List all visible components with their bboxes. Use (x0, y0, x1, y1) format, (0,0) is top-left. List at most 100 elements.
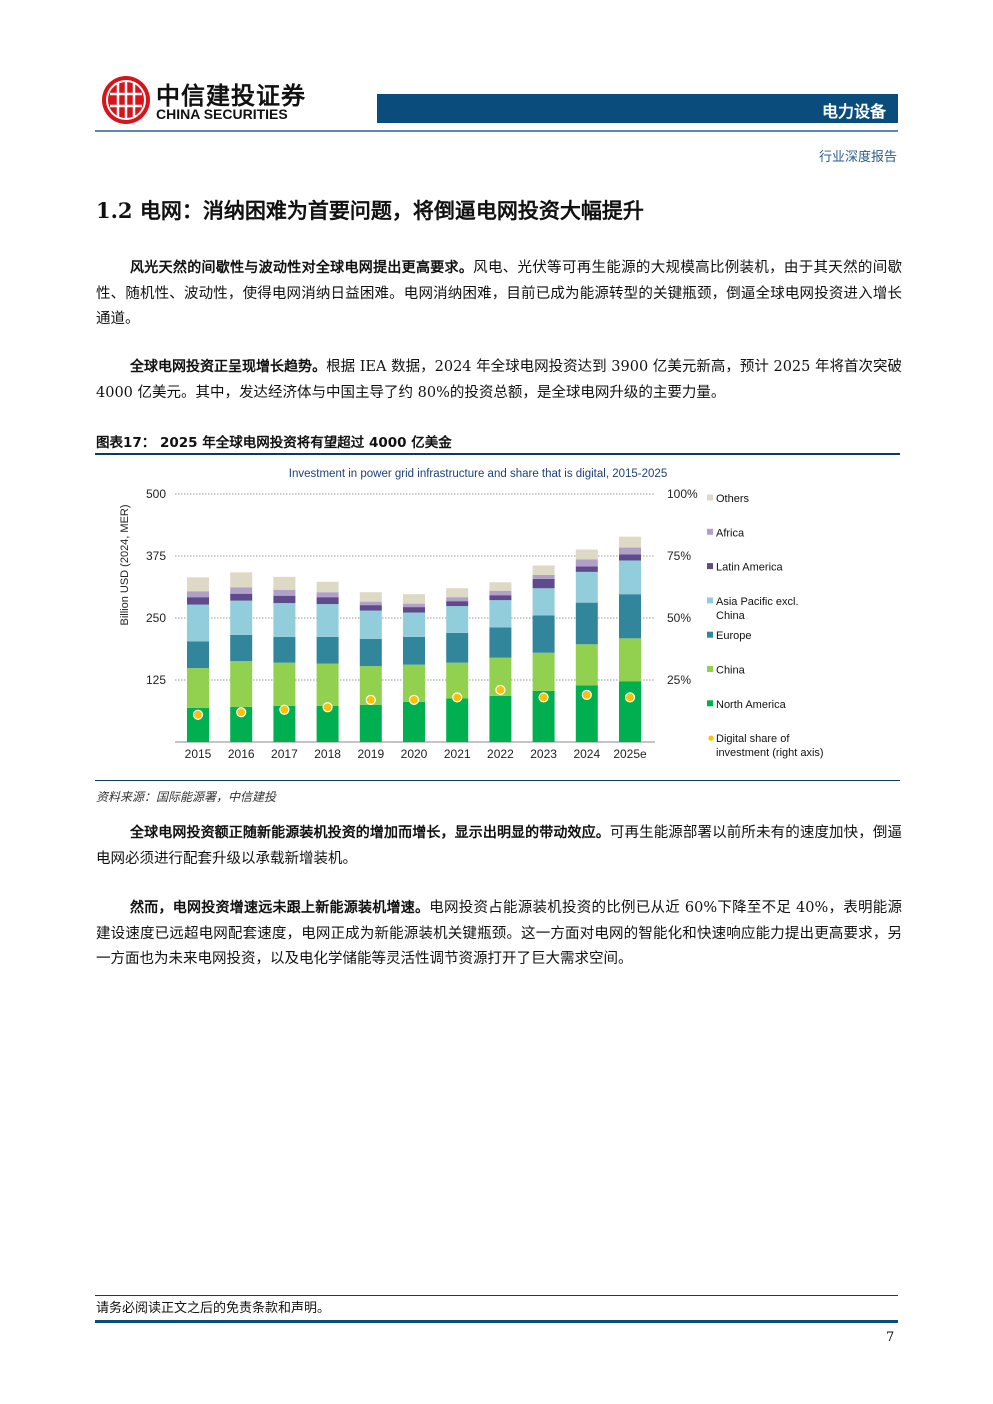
bar-segment-asia-pacific-excl-china (316, 604, 339, 637)
bar-segment-north-america (619, 681, 641, 742)
page-number: 7 (886, 1330, 895, 1345)
figure-label: 图表17： (96, 435, 156, 451)
paragraph-1: 风光天然的间歇性与波动性对全球电网提出更高要求。风电、光伏等可再生能源的大规模高… (96, 256, 902, 333)
bar-segment-north-america (489, 695, 512, 742)
figure-source: 资料来源：国际能源署，中信建投 (96, 790, 277, 804)
paragraph-body: 风电、光伏等可再生能源的大规模高比例装机，由于其天然的间歇性、随机性、波动性，使… (96, 260, 903, 327)
legend-swatch (707, 597, 713, 604)
bar-segment-others (403, 594, 425, 604)
bar-segment-china (230, 661, 253, 707)
bar-segment-china (359, 666, 382, 705)
bar-segment-latin-america (446, 601, 469, 607)
y2-tick-label: 75% (667, 549, 691, 563)
paragraph-4: 然而，电网投资增速远未跟上新能源装机增速。电网投资占能源装机投资的比例已从近 6… (96, 896, 902, 973)
bar-segment-others (619, 536, 641, 548)
bar-segment-europe (489, 627, 512, 658)
bar-segment-europe (532, 615, 555, 653)
digital-share-point (279, 704, 290, 715)
paragraph-lead: 全球电网投资额正随新能源装机投资的增加而增长，显示出明显的带动效应。 (130, 825, 610, 841)
bar-segment-others (359, 592, 382, 602)
bar-segment-others (575, 549, 598, 560)
legend-marker (708, 735, 714, 741)
paragraph-3: 全球电网投资额正随新能源装机投资的增加而增长，显示出明显的带动效应。可再生能源部… (96, 821, 902, 872)
bar-segment-latin-america (359, 605, 382, 611)
y2-tick-label: 50% (667, 611, 691, 625)
bar-segment-north-america (403, 701, 425, 742)
legend-label: Europe (716, 630, 751, 642)
bar-segment-north-america (446, 698, 469, 742)
bar-segment-latin-america (273, 595, 296, 604)
legend-label: Digital share of investment (right axis) (716, 733, 824, 759)
digital-share-point (538, 692, 549, 703)
bar-segment-europe (446, 632, 469, 663)
chart-title: Investment in power grid infrastructure … (289, 468, 667, 480)
grid-investment-chart: Investment in power grid infrastructure … (119, 468, 824, 761)
y-tick-label: 250 (146, 611, 166, 625)
bar-segment-others (532, 565, 555, 575)
bar-segment-north-america (359, 704, 382, 742)
legend-label: China (716, 665, 746, 677)
bar-segment-asia-pacific-excl-china (575, 571, 598, 603)
x-tick-label: 2024 (573, 747, 600, 761)
bar-segment-china (619, 638, 641, 682)
figure-bottom-rule (95, 780, 900, 781)
footer-disclaimer: 请务必阅读正文之后的免责条款和声明。 (96, 1301, 331, 1316)
bar-segment-north-america (316, 705, 339, 742)
digital-share-point (408, 694, 420, 705)
bar-segment-latin-america (230, 593, 253, 601)
sector-banner: 电力设备 (377, 94, 898, 123)
bar-segment-africa (446, 597, 469, 602)
y2-tick-label: 25% (667, 673, 691, 687)
bar-segment-others (489, 582, 512, 591)
bar-segment-asia-pacific-excl-china (446, 606, 469, 633)
bar-segment-asia-pacific-excl-china (230, 600, 253, 635)
x-tick-label: 2021 (444, 747, 471, 761)
paragraph-lead: 风光天然的间歇性与波动性对全球电网提出更高要求。 (130, 260, 474, 276)
legend-label: Asia Pacific excl. China (716, 596, 799, 622)
bar-segment-africa (230, 587, 253, 594)
bar-segment-africa (316, 592, 339, 598)
company-logo-icon (102, 76, 150, 124)
bar-segment-europe (273, 636, 296, 663)
bar-segment-asia-pacific-excl-china (359, 610, 382, 639)
y-tick-label: 375 (146, 549, 166, 563)
legend-swatch (707, 563, 713, 570)
bar-segment-latin-america (403, 607, 425, 613)
legend-label: Africa (716, 527, 745, 539)
legend-swatch (707, 666, 713, 672)
footer-thick-rule (95, 1320, 898, 1323)
bar-segment-china (532, 652, 555, 691)
digital-share-point (581, 689, 592, 700)
x-tick-label: 2019 (357, 747, 384, 761)
digital-share-point (365, 694, 376, 705)
bar-segment-north-america (187, 707, 209, 742)
bar-segment-latin-america (575, 566, 598, 572)
digital-share-point (452, 692, 463, 703)
bar-segment-china (446, 662, 469, 699)
section-title: 1.2 电网：消纳困难为首要问题，将倒逼电网投资大幅提升 (96, 198, 644, 223)
x-tick-label: 2017 (271, 747, 298, 761)
legend-label: Others (716, 493, 750, 505)
bar-segment-others (187, 577, 209, 592)
bar-segment-north-america (273, 705, 296, 742)
figure-caption: 2025 年全球电网投资将有望超过 4000 亿美金 (160, 435, 452, 451)
bar-segment-china (575, 644, 598, 686)
y-axis-label: Billion USD (2024, MER) (119, 504, 131, 625)
bar-segment-europe (187, 641, 209, 669)
bar-segment-north-america (575, 685, 598, 742)
paragraph-lead: 然而，电网投资增速远未跟上新能源装机增速。 (130, 900, 430, 916)
logo-text-cn: 中信建投证券 (156, 82, 306, 110)
bar-segment-asia-pacific-excl-china (403, 612, 425, 637)
bar-segment-asia-pacific-excl-china (532, 588, 555, 616)
bar-segment-others (230, 572, 253, 588)
bar-segment-europe (316, 636, 339, 664)
digital-share-point (192, 709, 204, 720)
figure-top-rule (95, 453, 900, 455)
bar-segment-europe (619, 594, 641, 639)
legend-swatch (707, 700, 713, 707)
legend-swatch (707, 528, 713, 535)
bar-segment-africa (619, 547, 641, 555)
footer-rule (95, 1295, 898, 1296)
paragraph-lead: 全球电网投资正呈现增长趋势。 (130, 359, 327, 375)
x-tick-label: 2022 (487, 747, 514, 761)
